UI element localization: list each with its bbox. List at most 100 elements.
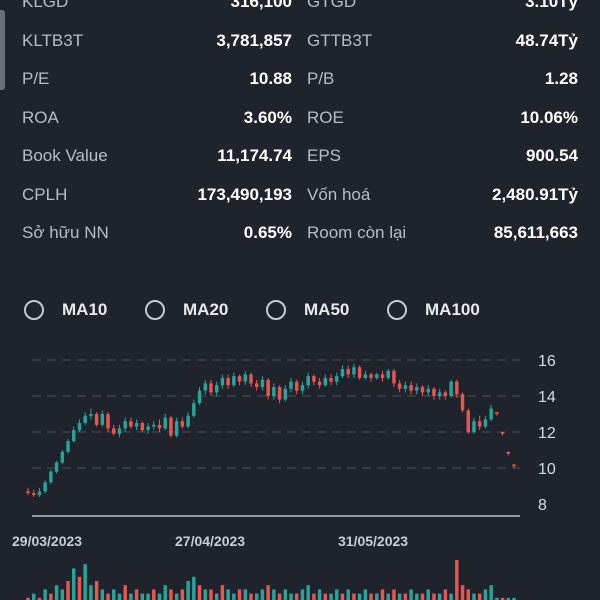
candle-body xyxy=(106,414,110,429)
candle-body xyxy=(283,388,288,400)
stats-row: KLGD 316,100 GTGD 3.10Tỷ xyxy=(0,0,600,22)
price-chart[interactable]: 16 14 12 10 8 xyxy=(0,340,600,600)
volume-bar xyxy=(512,597,516,600)
stat-value: 3,781,857 xyxy=(216,31,292,50)
volume-bar xyxy=(386,593,390,600)
candle-body xyxy=(329,378,333,382)
y-tick-label: 14 xyxy=(538,389,556,406)
ma-selector: MA10 MA20 MA50 MA100 xyxy=(0,292,600,328)
stats-row: KLTB3T 3,781,857 GTTB3T 48.74Tỷ xyxy=(0,31,600,61)
stat-label: P/E xyxy=(22,69,50,88)
stat-label: Book Value xyxy=(22,146,108,165)
candle-body xyxy=(335,376,339,382)
volume-bar xyxy=(466,589,470,600)
candle-body xyxy=(260,379,265,387)
volume-bar xyxy=(295,593,299,600)
stats-row: P/E 10.88 P/B 1.28 xyxy=(0,69,600,99)
volume-bar xyxy=(432,593,436,600)
stat-value: 3.60% xyxy=(243,108,292,127)
volume-bar xyxy=(346,589,350,600)
volume-bar xyxy=(192,576,196,600)
candle-body xyxy=(266,379,270,396)
volume-bar xyxy=(375,593,379,600)
volume-bar xyxy=(335,589,339,600)
scroll-indicator[interactable] xyxy=(0,10,5,90)
volume-bar xyxy=(489,585,493,600)
volume-bar xyxy=(100,589,105,600)
radio-icon[interactable] xyxy=(145,300,165,320)
candle-body xyxy=(72,430,76,441)
volume-bar xyxy=(123,585,127,600)
stat-value: 48.74Tỷ xyxy=(515,31,578,50)
stats-table: KLGD 316,100 GTGD 3.10Tỷ KLTB3T 3,781,85… xyxy=(0,0,600,260)
candle-body xyxy=(437,392,442,396)
volume-bar xyxy=(203,589,207,600)
stat-label: KLTB3T xyxy=(22,31,84,50)
radio-icon[interactable] xyxy=(387,300,407,320)
volume-bar xyxy=(500,597,505,600)
candle-body xyxy=(94,414,99,425)
candle-body xyxy=(197,390,202,404)
radio-icon[interactable] xyxy=(266,300,286,320)
volume-bar xyxy=(54,585,59,600)
candle-body xyxy=(460,394,465,411)
candle-body xyxy=(49,471,53,483)
volume-bar xyxy=(220,585,225,600)
volume-bar xyxy=(43,589,47,600)
stat-label: Room còn lại xyxy=(307,223,407,242)
stat-value: 10.06% xyxy=(520,108,578,127)
volume-bar xyxy=(329,593,333,600)
volume-bar xyxy=(506,597,510,600)
candle-body xyxy=(403,385,408,389)
candle-body xyxy=(397,383,402,389)
candle-body xyxy=(237,376,242,382)
candle-body xyxy=(134,423,139,427)
ma50-option[interactable]: MA50 xyxy=(266,292,349,328)
volume-bar xyxy=(106,593,110,600)
volume-bar xyxy=(455,560,459,600)
volume-bar xyxy=(249,593,253,600)
volume-bar xyxy=(254,593,259,600)
candle-body xyxy=(112,428,116,434)
volume-bar xyxy=(403,593,408,600)
candle-body xyxy=(392,370,396,384)
ma10-option[interactable]: MA10 xyxy=(24,292,107,328)
stat-label: Vốn hoá xyxy=(307,185,371,204)
volume-bar xyxy=(380,589,385,600)
candle-body xyxy=(77,423,82,431)
volume-bar xyxy=(300,589,305,600)
volume-bar xyxy=(352,593,356,600)
candle-body xyxy=(449,381,453,396)
candle-body xyxy=(386,370,390,378)
candle-body xyxy=(89,414,93,416)
volume-bar xyxy=(243,589,247,600)
candle-body xyxy=(83,415,87,423)
ma20-option[interactable]: MA20 xyxy=(145,292,228,328)
candle-body xyxy=(243,374,247,382)
candle-body xyxy=(249,374,253,384)
volume-bar xyxy=(415,593,419,600)
candle-body xyxy=(495,412,499,414)
volume-bar xyxy=(60,589,65,600)
candle-body xyxy=(123,421,127,429)
candle-body xyxy=(163,417,167,429)
candle-body xyxy=(174,421,179,436)
volume-bar xyxy=(340,593,345,600)
candle-body xyxy=(409,385,413,391)
stat-label: ROA xyxy=(22,108,59,127)
candle-body xyxy=(443,392,448,396)
candle-body xyxy=(203,383,207,391)
candle-body xyxy=(477,421,482,427)
x-axis-label: 29/03/2023 xyxy=(12,533,83,549)
y-tick-label: 12 xyxy=(538,425,556,442)
ma100-option[interactable]: MA100 xyxy=(387,292,480,328)
radio-icon[interactable] xyxy=(24,300,44,320)
volume-bar xyxy=(94,581,99,600)
volume-bar xyxy=(157,593,162,600)
volume-bar xyxy=(226,589,230,600)
candle-body xyxy=(357,367,362,378)
candle-body xyxy=(432,388,436,396)
stat-value: 11,174.74 xyxy=(217,146,292,165)
volume-bar xyxy=(306,585,310,600)
volume-bar xyxy=(426,589,430,600)
